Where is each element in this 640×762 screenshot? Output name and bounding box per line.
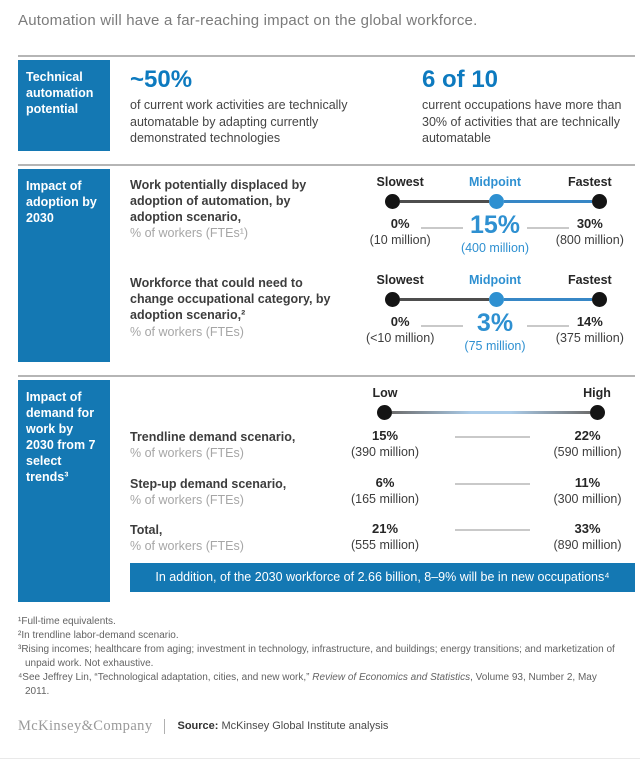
row-subtitle: % of workers (FTEs): [130, 539, 244, 554]
slider-label-slowest: Slowest: [376, 174, 424, 189]
row-subtitle: % of workers (FTEs¹): [130, 226, 249, 241]
track-segment: [503, 199, 592, 203]
section-adoption-impact: Impact of adoption by 2030 Work potentia…: [18, 163, 635, 362]
footnote-3: ³Rising incomes; healthcare from aging; …: [18, 643, 615, 670]
section-divider: [18, 375, 635, 377]
row-title: Trendline demand scenario,: [130, 430, 296, 444]
footnote-2: ²In trendline labor-demand scenario.: [18, 629, 179, 641]
value-fastest: 14% (375 million): [555, 313, 624, 345]
adoption-row-displaced: Work potentially displaced by adoption o…: [130, 175, 635, 256]
row-subtitle: % of workers (FTEs): [130, 446, 244, 461]
value-slowest: 0% (10 million): [369, 215, 431, 247]
value-low: 15% (390 million): [350, 428, 420, 460]
section-label-adoption: Impact of adoption by 2030: [18, 168, 110, 362]
bottom-edge-line: [0, 758, 640, 759]
demand-row-trendline: Trendline demand scenario, % of workers …: [130, 428, 635, 462]
range-chart-occupation-change: Slowest Midpoint Fastest: [355, 273, 635, 354]
slider-label-midpoint: Midpoint: [468, 272, 522, 287]
value-high: 22% (590 million): [553, 428, 622, 460]
dot-low-icon: [377, 405, 392, 420]
range-label-high: High: [583, 386, 611, 400]
adoption-row-occupation-change: Workforce that could need to change occu…: [130, 273, 635, 354]
stat-automatable-activities: ~50% of current work activities are tech…: [130, 68, 422, 147]
slider-label-fastest: Fastest: [567, 272, 612, 287]
demand-row-stepup: Step-up demand scenario, % of workers (F…: [130, 475, 635, 509]
slider-label-fastest: Fastest: [567, 174, 612, 189]
section-divider: [18, 55, 635, 57]
stat-description: of current work activities are technical…: [130, 98, 348, 145]
stat-description: current occupations have more than 30% o…: [422, 98, 622, 145]
row-title: Step-up demand scenario,: [130, 476, 287, 491]
demand-range-header: Low High: [130, 386, 635, 420]
dot-slowest-icon: [385, 291, 400, 307]
slider-track: [355, 287, 635, 314]
section-divider: [18, 163, 635, 166]
section-technical-potential: Technical automation potential ~50% of c…: [18, 55, 635, 151]
track-segment: [503, 297, 592, 301]
row-title: Workforce that could need to change occu…: [130, 275, 331, 323]
range-label-low: Low: [372, 386, 398, 400]
track-segment: [400, 297, 489, 301]
stat-value: 6 of 10: [422, 66, 499, 93]
range-track: [325, 403, 635, 420]
leader-line: [455, 482, 530, 509]
section-label-technical: Technical automation potential: [18, 60, 110, 151]
slider-label-slowest: Slowest: [376, 272, 424, 287]
row-title: Total,: [130, 523, 163, 537]
section-label-demand: Impact of demand for work by 2030 from 7…: [18, 380, 110, 602]
dot-slowest-icon: [385, 193, 400, 209]
value-slowest: 0% (<10 million): [365, 313, 435, 345]
range-chart-displaced: Slowest Midpoint Fastest: [355, 175, 635, 256]
dot-fastest-icon: [592, 193, 607, 209]
dot-fastest-icon: [592, 291, 607, 307]
spacer: [130, 386, 325, 420]
mckinsey-logo: McKinsey&Company: [18, 717, 153, 734]
slider-label-midpoint: Midpoint: [468, 174, 522, 189]
row-subtitle: % of workers (FTEs): [130, 324, 244, 339]
stat-occupations-automatable: 6 of 10 current occupations have more th…: [422, 68, 635, 147]
dot-high-icon: [590, 405, 605, 420]
track-segment: [400, 199, 489, 203]
new-occupations-banner: In addition, of the 2030 workforce of 2.…: [130, 562, 635, 592]
value-low: 6% (165 million): [350, 474, 420, 506]
page-title: Automation will have a far-reaching impa…: [18, 12, 478, 29]
row-subtitle: % of workers (FTEs): [130, 492, 244, 507]
footer: McKinsey&Company Source: McKinsey Global…: [18, 718, 635, 735]
source-line: Source: McKinsey Global Institute analys…: [177, 720, 389, 733]
section-demand-impact: Impact of demand for work by 2030 from 7…: [18, 375, 635, 602]
row-title: Work potentially displaced by adoption o…: [130, 177, 307, 225]
value-midpoint: 15% (400 million): [421, 212, 570, 256]
footnote-1: ¹Full-time equivalents.: [18, 615, 116, 627]
leader-line: [455, 436, 530, 462]
value-high: 11% (300 million): [553, 474, 622, 506]
track-segment: [392, 411, 590, 414]
value-low: 21% (555 million): [350, 521, 420, 553]
dot-midpoint-icon: [488, 291, 504, 307]
leader-line: [455, 529, 530, 555]
footnotes: ¹Full-time equivalents. ²In trendline la…: [18, 615, 635, 700]
dot-midpoint-icon: [488, 193, 504, 209]
slider-track: [355, 189, 635, 216]
footer-divider: [164, 718, 166, 734]
value-fastest: 30% (800 million): [555, 215, 624, 247]
stat-value: ~50%: [130, 66, 193, 93]
value-high: 33% (890 million): [553, 521, 622, 553]
value-midpoint: 3% (75 million): [421, 310, 570, 354]
footnote-4: ⁴See Jeffrey Lin, “Technological adaptat…: [18, 672, 597, 698]
demand-row-total: Total, % of workers (FTEs) 21% (555 mill…: [130, 521, 635, 555]
